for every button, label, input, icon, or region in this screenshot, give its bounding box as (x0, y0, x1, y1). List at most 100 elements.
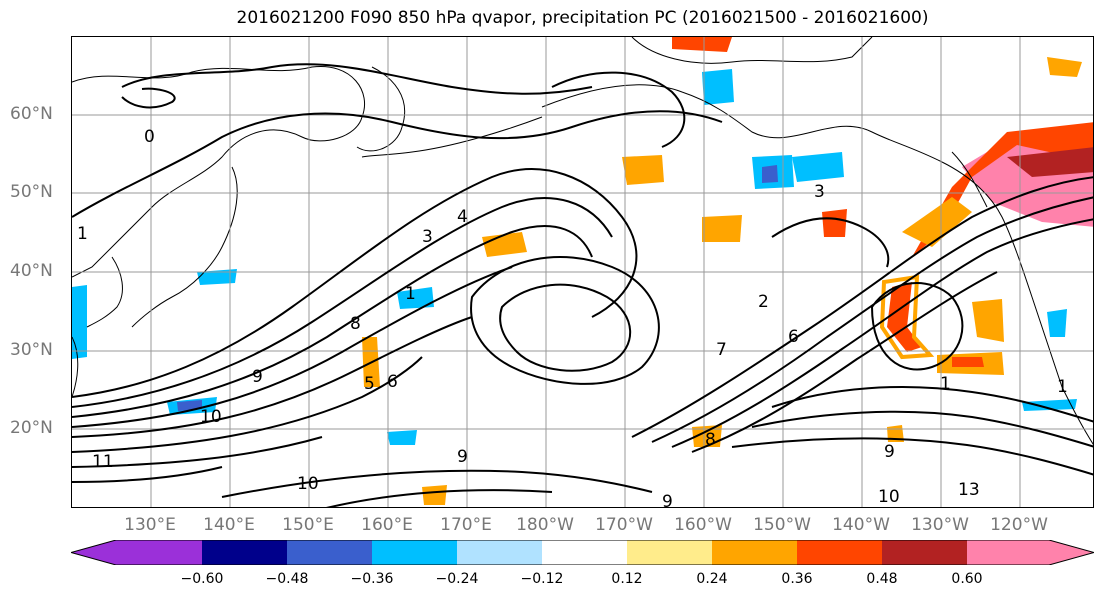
neg-blob-8 (72, 285, 87, 359)
contour-label: 0 (144, 127, 155, 147)
contour-label: 1 (1057, 377, 1068, 397)
contour-label: 7 (716, 340, 727, 360)
colorbar-swatch (542, 540, 627, 565)
contour-5-jet-3 (72, 225, 593, 418)
colorbar-extend-max (967, 540, 1094, 565)
contour-label: 4 (457, 207, 468, 227)
coast-japan (131, 166, 238, 328)
contour-east-low-3 (731, 437, 1093, 476)
contour-jet-east-3 (671, 218, 1093, 448)
precip-ne-orange (1047, 57, 1082, 77)
coast-alaska (541, 84, 943, 163)
lon-label-130w: 130°W (911, 515, 969, 535)
lon-label-170w: 170°W (595, 515, 653, 535)
contour-label: 10 (200, 407, 222, 427)
precip-subtrop-red (952, 357, 984, 367)
precip-coast-orange (902, 197, 972, 247)
colorbar-tick-label: 0.60 (951, 571, 983, 587)
coastlines (72, 37, 1093, 445)
contour-south-2 (326, 489, 553, 507)
precip-blob-2 (702, 215, 742, 242)
contour-jet-east-1 (631, 176, 1093, 438)
precip-blob-3 (822, 209, 847, 237)
contour-4-jet-2 (72, 197, 613, 408)
lon-label-120w: 120°W (990, 515, 1048, 535)
precip-nw-america-darkred (1007, 147, 1093, 177)
contour-label: 1 (940, 374, 951, 394)
colorbar-tick-label: −0.36 (350, 571, 394, 587)
colorbar-extend-min (71, 540, 202, 565)
colorbar-swatch (372, 540, 457, 565)
precip-shading (362, 37, 1093, 505)
colorbar-swatch (882, 540, 967, 565)
contour-jet-east-2 (651, 196, 1093, 443)
colorbar-tick-label: −0.12 (520, 571, 564, 587)
coast-asia-north (72, 65, 366, 278)
contour-label-layer: 0 1 1 3 4 5 6 7 8 9 10 11 9 10 1 1 2 3 6… (77, 127, 1068, 507)
coast-korea (86, 256, 123, 328)
contour-label: 1 (405, 284, 416, 304)
lon-label-160e: 160°E (361, 515, 413, 535)
lon-label-160w: 160°W (674, 515, 732, 535)
colorbar (71, 540, 1094, 565)
map-title: 2016021200 F090 850 hPa qvapor, precipit… (236, 8, 929, 28)
coast-bc-islands (951, 151, 988, 208)
precip-blob-4 (622, 155, 664, 185)
coast-canada (941, 161, 1063, 388)
contour-label: 6 (387, 372, 398, 392)
lon-label-140w: 140°W (832, 515, 890, 535)
contour-east-low-2 (751, 410, 1093, 448)
map-panel: 0 1 1 3 4 5 6 7 8 9 10 11 9 10 1 1 2 3 6… (71, 36, 1094, 508)
contour-label: 1 (77, 224, 88, 244)
contour-east-low-1 (771, 386, 1093, 423)
lon-label-150e: 150°E (282, 515, 334, 535)
colorbar-tick-label: −0.48 (265, 571, 309, 587)
contour-0-north (121, 63, 593, 95)
lat-label-30n: 30°N (10, 340, 53, 360)
colorbar-tick-label: 0.36 (781, 571, 813, 587)
contour-high-center-1 (470, 256, 660, 385)
neg-blob-10 (1047, 309, 1067, 337)
contour-label: 3 (814, 182, 825, 202)
neg-blob-11 (1022, 399, 1077, 411)
contour-7-jet-4 (72, 266, 513, 428)
contour-label: 9 (457, 447, 468, 467)
colorbar-swatch (712, 540, 797, 565)
contour-label: 10 (297, 474, 319, 494)
contour-11-west (72, 466, 223, 483)
contour-east-loop (870, 282, 964, 371)
precip-blob-8 (422, 485, 447, 505)
colorbar-tick-label: −0.24 (435, 571, 479, 587)
qvapor-contours (72, 63, 1093, 507)
colorbar-swatch (202, 540, 287, 565)
contour-label: 8 (705, 430, 716, 450)
colorbar-swatch (627, 540, 712, 565)
precip-nw-america-red (912, 122, 1093, 257)
contour-label: 9 (884, 442, 895, 462)
lon-label-170e: 170°E (440, 515, 492, 535)
contour-10-west (72, 436, 323, 468)
colorbar-swatch (457, 540, 542, 565)
contour-label: 9 (252, 367, 263, 387)
neg-blob-4 (762, 165, 778, 183)
contour-9-west (72, 356, 423, 453)
contour-label: 5 (364, 374, 375, 394)
coast-alaska-north (631, 37, 873, 64)
colorbar-swatch (287, 540, 372, 565)
graticule (72, 37, 1093, 507)
colorbar-tick-label: 0.24 (696, 571, 728, 587)
precip-loop-yellow (879, 274, 935, 360)
lat-label-60n: 60°N (10, 104, 53, 124)
lat-label-20n: 20°N (10, 418, 53, 438)
map-canvas: 0 1 1 3 4 5 6 7 8 9 10 11 9 10 1 1 2 3 6… (72, 37, 1093, 507)
contour-bering (551, 71, 686, 148)
neg-blob-5 (397, 287, 434, 309)
contour-0-loop (121, 87, 176, 109)
lon-label-130e: 130°E (124, 515, 176, 535)
neg-blob-9 (387, 430, 417, 445)
contour-3-jet-1 (72, 168, 638, 398)
lon-label-150w: 150°W (753, 515, 811, 535)
contour-1-north (72, 110, 723, 218)
neg-blob-3 (792, 152, 844, 182)
lat-label-50n: 50°N (10, 182, 53, 202)
